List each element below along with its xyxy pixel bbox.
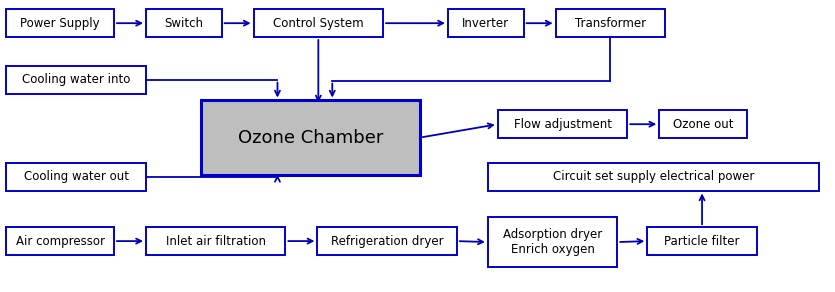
Text: Particle filter: Particle filter — [665, 234, 740, 248]
Text: Power Supply: Power Supply — [20, 17, 100, 30]
FancyBboxPatch shape — [7, 66, 146, 93]
FancyBboxPatch shape — [7, 163, 146, 191]
FancyBboxPatch shape — [200, 100, 420, 175]
Text: Circuit set supply electrical power: Circuit set supply electrical power — [553, 170, 754, 183]
Text: Inverter: Inverter — [463, 17, 509, 30]
FancyBboxPatch shape — [317, 227, 457, 255]
Text: Inlet air filtration: Inlet air filtration — [165, 234, 266, 248]
FancyBboxPatch shape — [448, 9, 524, 37]
FancyBboxPatch shape — [146, 227, 286, 255]
FancyBboxPatch shape — [488, 217, 617, 267]
Text: Ozone out: Ozone out — [673, 118, 733, 131]
FancyBboxPatch shape — [146, 9, 221, 37]
Text: Flow adjustment: Flow adjustment — [514, 118, 611, 131]
FancyBboxPatch shape — [7, 227, 114, 255]
Text: Cooling water into: Cooling water into — [22, 73, 130, 86]
Text: Adsorption dryer
Enrich oxygen: Adsorption dryer Enrich oxygen — [503, 228, 602, 256]
Text: Refrigeration dryer: Refrigeration dryer — [331, 234, 443, 248]
Text: Ozone Chamber: Ozone Chamber — [238, 128, 383, 147]
Text: Control System: Control System — [273, 17, 364, 30]
FancyBboxPatch shape — [647, 227, 757, 255]
Text: Cooling water out: Cooling water out — [23, 170, 129, 183]
FancyBboxPatch shape — [254, 9, 383, 37]
FancyBboxPatch shape — [498, 110, 627, 138]
FancyBboxPatch shape — [659, 110, 746, 138]
Text: Air compressor: Air compressor — [16, 234, 104, 248]
FancyBboxPatch shape — [555, 9, 665, 37]
Text: Switch: Switch — [164, 17, 203, 30]
FancyBboxPatch shape — [488, 163, 818, 191]
Text: Transformer: Transformer — [574, 17, 646, 30]
FancyBboxPatch shape — [7, 9, 114, 37]
